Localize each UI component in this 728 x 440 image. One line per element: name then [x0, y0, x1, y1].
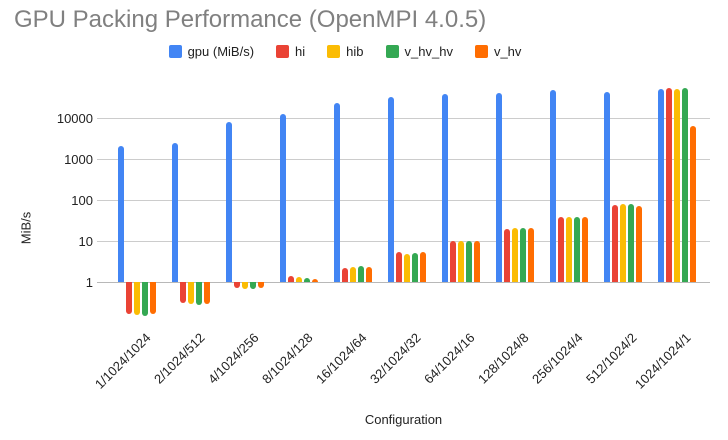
x-category-label: 512/1024/2: [582, 330, 640, 387]
legend-item-v-hv: v_hv: [474, 44, 522, 59]
bar-v-hv[interactable]: [528, 228, 534, 282]
gridline: [97, 241, 710, 242]
y-tick-label: 1: [85, 275, 93, 290]
chart-legend: gpu (MiB/s) hi hib v_hv_hv v_hv: [0, 44, 690, 59]
bar-v-hv[interactable]: [204, 282, 210, 305]
legend-item-hib: hib: [327, 44, 364, 59]
bar-v-hv[interactable]: [312, 278, 318, 282]
bar-hi[interactable]: [666, 87, 672, 282]
x-category-label: 32/1024/32: [366, 330, 424, 387]
bar-hi[interactable]: [504, 228, 510, 282]
bar-hi[interactable]: [234, 282, 240, 289]
bar-v-hv-hv[interactable]: [466, 240, 472, 282]
bar-hib[interactable]: [296, 277, 302, 282]
x-category-label: 1024/1024/1: [631, 330, 694, 392]
legend-item-v-hv-hv: v_hv_hv: [385, 44, 453, 59]
bar-hib[interactable]: [674, 88, 680, 282]
x-category-label: 8/1024/128: [258, 330, 316, 387]
bar-v-hv[interactable]: [582, 216, 588, 282]
bar-gpu-mib-s-[interactable]: [226, 121, 232, 282]
bar-hi[interactable]: [288, 276, 294, 282]
bar-hib[interactable]: [620, 203, 626, 282]
bar-hib[interactable]: [350, 267, 356, 282]
x-axis-baseline: [97, 282, 710, 283]
bar-gpu-mib-s-[interactable]: [442, 93, 448, 282]
bar-hi[interactable]: [612, 205, 618, 282]
x-category-label: 64/1024/16: [420, 330, 478, 387]
x-axis-title: Configuration: [364, 412, 443, 427]
legend-item-hi: hi: [276, 44, 305, 59]
bar-hi[interactable]: [342, 267, 348, 282]
bar-hib[interactable]: [134, 282, 140, 315]
bar-v-hv-hv[interactable]: [520, 227, 526, 282]
bar-gpu-mib-s-[interactable]: [604, 92, 610, 282]
bar-gpu-mib-s-[interactable]: [280, 114, 286, 282]
gridline: [97, 159, 710, 160]
legend-label: hib: [346, 44, 364, 59]
bar-v-hv[interactable]: [636, 205, 642, 282]
bar-hi[interactable]: [558, 217, 564, 282]
bar-gpu-mib-s-[interactable]: [172, 142, 178, 282]
bar-gpu-mib-s-[interactable]: [496, 92, 502, 282]
legend-label: v_hv_hv: [404, 44, 453, 59]
x-category-label: 4/1024/256: [204, 330, 262, 387]
x-category-label: 1/1024/1024: [91, 330, 154, 392]
y-tick-label: 10000: [56, 111, 93, 126]
bar-gpu-mib-s-[interactable]: [388, 97, 394, 282]
y-tick-label: 100: [71, 193, 93, 208]
bar-v-hv-hv[interactable]: [142, 282, 148, 316]
bar-hib[interactable]: [566, 216, 572, 282]
bar-hib[interactable]: [458, 241, 464, 282]
legend-swatch: [168, 45, 182, 58]
bar-v-hv-hv[interactable]: [628, 203, 634, 282]
y-tick-label: 10: [78, 234, 93, 249]
bar-gpu-mib-s-[interactable]: [550, 90, 556, 282]
bar-v-hv[interactable]: [150, 282, 156, 314]
legend-swatch: [327, 45, 341, 58]
x-category-label: 256/1024/4: [528, 330, 586, 387]
bar-v-hv[interactable]: [366, 267, 372, 282]
y-tick-label: 1000: [64, 152, 93, 167]
bar-hib[interactable]: [242, 282, 248, 289]
bar-v-hv-hv[interactable]: [358, 266, 364, 282]
bar-hi[interactable]: [396, 252, 402, 282]
legend-label: v_hv: [493, 44, 522, 59]
bar-hib[interactable]: [512, 227, 518, 282]
gridline: [97, 118, 710, 119]
bar-v-hv[interactable]: [474, 241, 480, 282]
x-category-label: 128/1024/8: [474, 330, 532, 387]
bar-v-hv-hv[interactable]: [304, 278, 310, 282]
legend-label: gpu (MiB/s): [187, 44, 255, 59]
x-category-label: 16/1024/64: [312, 330, 370, 387]
bar-gpu-mib-s-[interactable]: [658, 88, 664, 282]
bar-gpu-mib-s-[interactable]: [334, 103, 340, 282]
gridline: [97, 200, 710, 201]
bar-hib[interactable]: [404, 254, 410, 282]
legend-swatch: [474, 45, 488, 58]
bar-hi[interactable]: [126, 282, 132, 314]
x-category-label: 2/1024/512: [150, 330, 208, 387]
bar-v-hv-hv[interactable]: [412, 253, 418, 282]
legend-swatch: [276, 45, 290, 58]
legend-label: hi: [295, 44, 306, 59]
bar-v-hv[interactable]: [420, 251, 426, 282]
bar-hi[interactable]: [180, 282, 186, 304]
bar-v-hv-hv[interactable]: [250, 282, 256, 290]
bar-v-hv-hv[interactable]: [574, 216, 580, 282]
bar-v-hv-hv[interactable]: [196, 282, 202, 305]
bar-v-hv[interactable]: [258, 282, 264, 289]
bar-v-hv-hv[interactable]: [682, 87, 688, 282]
bar-v-hv[interactable]: [690, 125, 696, 282]
chart-title: GPU Packing Performance (OpenMPI 4.0.5): [14, 6, 487, 33]
legend-item-gpu-mib-s-: gpu (MiB/s): [168, 44, 255, 59]
bar-hib[interactable]: [188, 282, 194, 305]
legend-swatch: [385, 45, 399, 58]
bar-gpu-mib-s-[interactable]: [118, 145, 124, 282]
bar-hi[interactable]: [450, 241, 456, 282]
y-axis-title: MiB/s: [18, 211, 34, 245]
